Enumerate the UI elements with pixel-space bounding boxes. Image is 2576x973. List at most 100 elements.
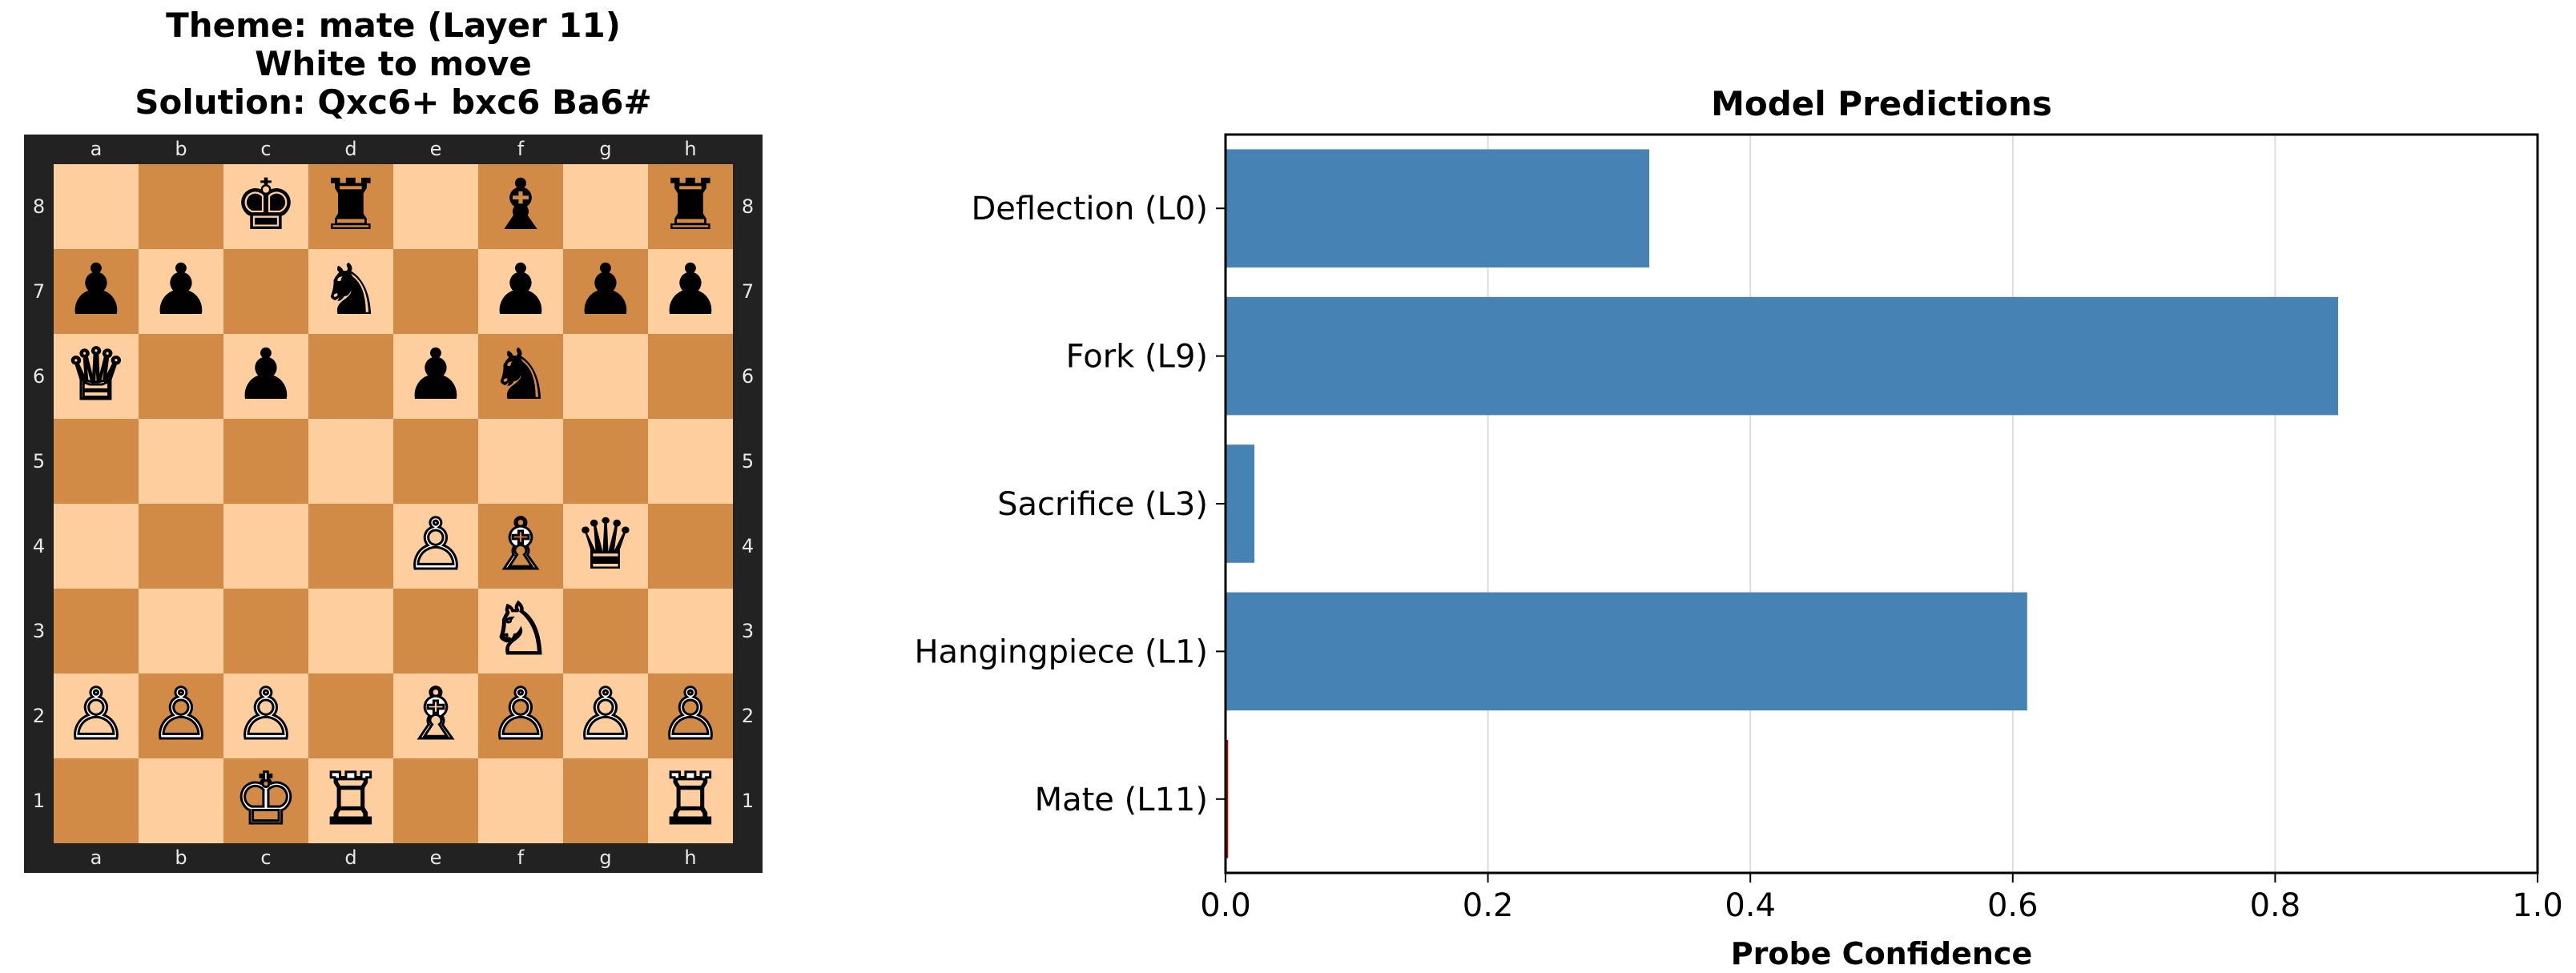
black-pawn-c6: ♟ bbox=[234, 333, 298, 416]
x-tick-label: 0.2 bbox=[1463, 887, 1514, 924]
square-a2 bbox=[54, 673, 139, 758]
x-axis-label: Probe Confidence bbox=[1731, 936, 2032, 971]
square-f2 bbox=[478, 673, 563, 758]
x-tick-label: 0.8 bbox=[2250, 887, 2301, 924]
square-h1 bbox=[648, 758, 733, 843]
square-b7 bbox=[139, 249, 223, 334]
bar bbox=[1226, 740, 1229, 858]
square-f7 bbox=[478, 249, 563, 334]
black-bishop-f8: ♝ bbox=[489, 163, 553, 246]
file-label-d-bottom: d bbox=[344, 846, 357, 869]
square-b3 bbox=[139, 589, 223, 673]
square-e3 bbox=[393, 589, 478, 673]
black-king-c8: ♚ bbox=[234, 163, 298, 246]
x-tick-label: 0.6 bbox=[1987, 887, 2039, 924]
black-pawn-g7: ♟ bbox=[574, 248, 638, 331]
category-label: Mate (L11) bbox=[1035, 782, 1208, 818]
square-h7 bbox=[648, 249, 733, 334]
bar bbox=[1226, 592, 2027, 711]
black-queen-g4: ♛ bbox=[574, 503, 638, 585]
black-rook-h8: ♜ bbox=[658, 163, 722, 246]
chess-board: a a b b c c d d e e f f g g h h 8 8 7 7 6 6 5 5 4 4 3 3 2 2 1 1 ♚ ♜ ♝ ♜ ♟ ♟ ♞ ♟… bbox=[24, 135, 763, 873]
square-c2 bbox=[223, 673, 308, 758]
square-g4 bbox=[563, 504, 648, 589]
square-g3 bbox=[563, 589, 648, 673]
square-d4 bbox=[308, 504, 393, 589]
plot-frame bbox=[1224, 133, 2539, 874]
white-pawn-b2: ♙ bbox=[148, 672, 214, 757]
square-b6 bbox=[139, 334, 223, 419]
square-d7 bbox=[308, 249, 393, 334]
black-pawn-f7: ♟ bbox=[489, 248, 553, 331]
square-e8 bbox=[393, 164, 478, 249]
file-label-g-top: g bbox=[599, 138, 612, 160]
square-d3 bbox=[308, 589, 393, 673]
white-rook-d1: ♖ bbox=[318, 757, 384, 842]
black-pawn-h7: ♟ bbox=[658, 248, 722, 331]
square-e5 bbox=[393, 419, 478, 504]
file-label-b-top: b bbox=[175, 138, 187, 160]
square-f6 bbox=[478, 334, 563, 419]
square-h4 bbox=[648, 504, 733, 589]
square-c3 bbox=[223, 589, 308, 673]
square-g8 bbox=[563, 164, 648, 249]
rank-label-8-left: 8 bbox=[32, 195, 46, 218]
square-e6 bbox=[393, 334, 478, 419]
square-e4 bbox=[393, 504, 478, 589]
square-f1 bbox=[478, 758, 563, 843]
rank-label-6-left: 6 bbox=[32, 365, 46, 388]
rank-label-6-right: 6 bbox=[741, 365, 755, 388]
bar bbox=[1226, 444, 1255, 563]
black-knight-d7: ♞ bbox=[319, 248, 383, 331]
square-h5 bbox=[648, 419, 733, 504]
rank-label-3-right: 3 bbox=[741, 620, 755, 642]
white-rook-h1: ♖ bbox=[658, 757, 723, 842]
square-c5 bbox=[223, 419, 308, 504]
square-d5 bbox=[308, 419, 393, 504]
square-a1 bbox=[54, 758, 139, 843]
white-pawn-h2: ♙ bbox=[658, 672, 723, 757]
square-d6 bbox=[308, 334, 393, 419]
file-label-f-top: f bbox=[517, 138, 525, 160]
square-d2 bbox=[308, 673, 393, 758]
file-label-b-bottom: b bbox=[175, 846, 187, 869]
category-label: Hangingpiece (L1) bbox=[914, 633, 1208, 670]
square-h6 bbox=[648, 334, 733, 419]
square-b5 bbox=[139, 419, 223, 504]
puzzle-title: Theme: mate (Layer 11) White to move Sol… bbox=[24, 6, 763, 122]
file-label-c-bottom: c bbox=[260, 846, 272, 869]
bar bbox=[1226, 149, 1650, 267]
rank-label-1-left: 1 bbox=[32, 790, 46, 812]
rank-label-3-left: 3 bbox=[32, 620, 46, 642]
white-pawn-g2: ♙ bbox=[573, 672, 638, 757]
square-a6 bbox=[54, 334, 139, 419]
rank-label-2-left: 2 bbox=[32, 705, 46, 727]
square-h2 bbox=[648, 673, 733, 758]
rank-label-1-right: 1 bbox=[741, 790, 755, 812]
square-g5 bbox=[563, 419, 648, 504]
rank-label-5-right: 5 bbox=[741, 450, 755, 472]
square-h8 bbox=[648, 164, 733, 249]
square-f3 bbox=[478, 589, 563, 673]
square-c1 bbox=[223, 758, 308, 843]
file-label-h-bottom: h bbox=[684, 846, 697, 869]
square-c6 bbox=[223, 334, 308, 419]
square-f8 bbox=[478, 164, 563, 249]
black-pawn-e6: ♟ bbox=[404, 333, 468, 416]
square-a3 bbox=[54, 589, 139, 673]
x-tick-label: 0.4 bbox=[1725, 887, 1776, 924]
square-a8 bbox=[54, 164, 139, 249]
side-to-move-line: White to move bbox=[255, 44, 532, 83]
square-b1 bbox=[139, 758, 223, 843]
file-label-a-bottom: a bbox=[90, 846, 103, 869]
black-knight-f6: ♞ bbox=[489, 333, 553, 416]
rank-label-7-right: 7 bbox=[741, 280, 755, 303]
square-b2 bbox=[139, 673, 223, 758]
chart-title: Model Predictions bbox=[1711, 84, 2052, 123]
square-g6 bbox=[563, 334, 648, 419]
x-tick-label: 0.0 bbox=[1200, 887, 1251, 924]
white-queen-a6: ♕ bbox=[63, 332, 129, 417]
rank-label-4-right: 4 bbox=[741, 535, 755, 557]
black-rook-d8: ♜ bbox=[319, 163, 383, 246]
file-label-d-top: d bbox=[344, 138, 357, 160]
